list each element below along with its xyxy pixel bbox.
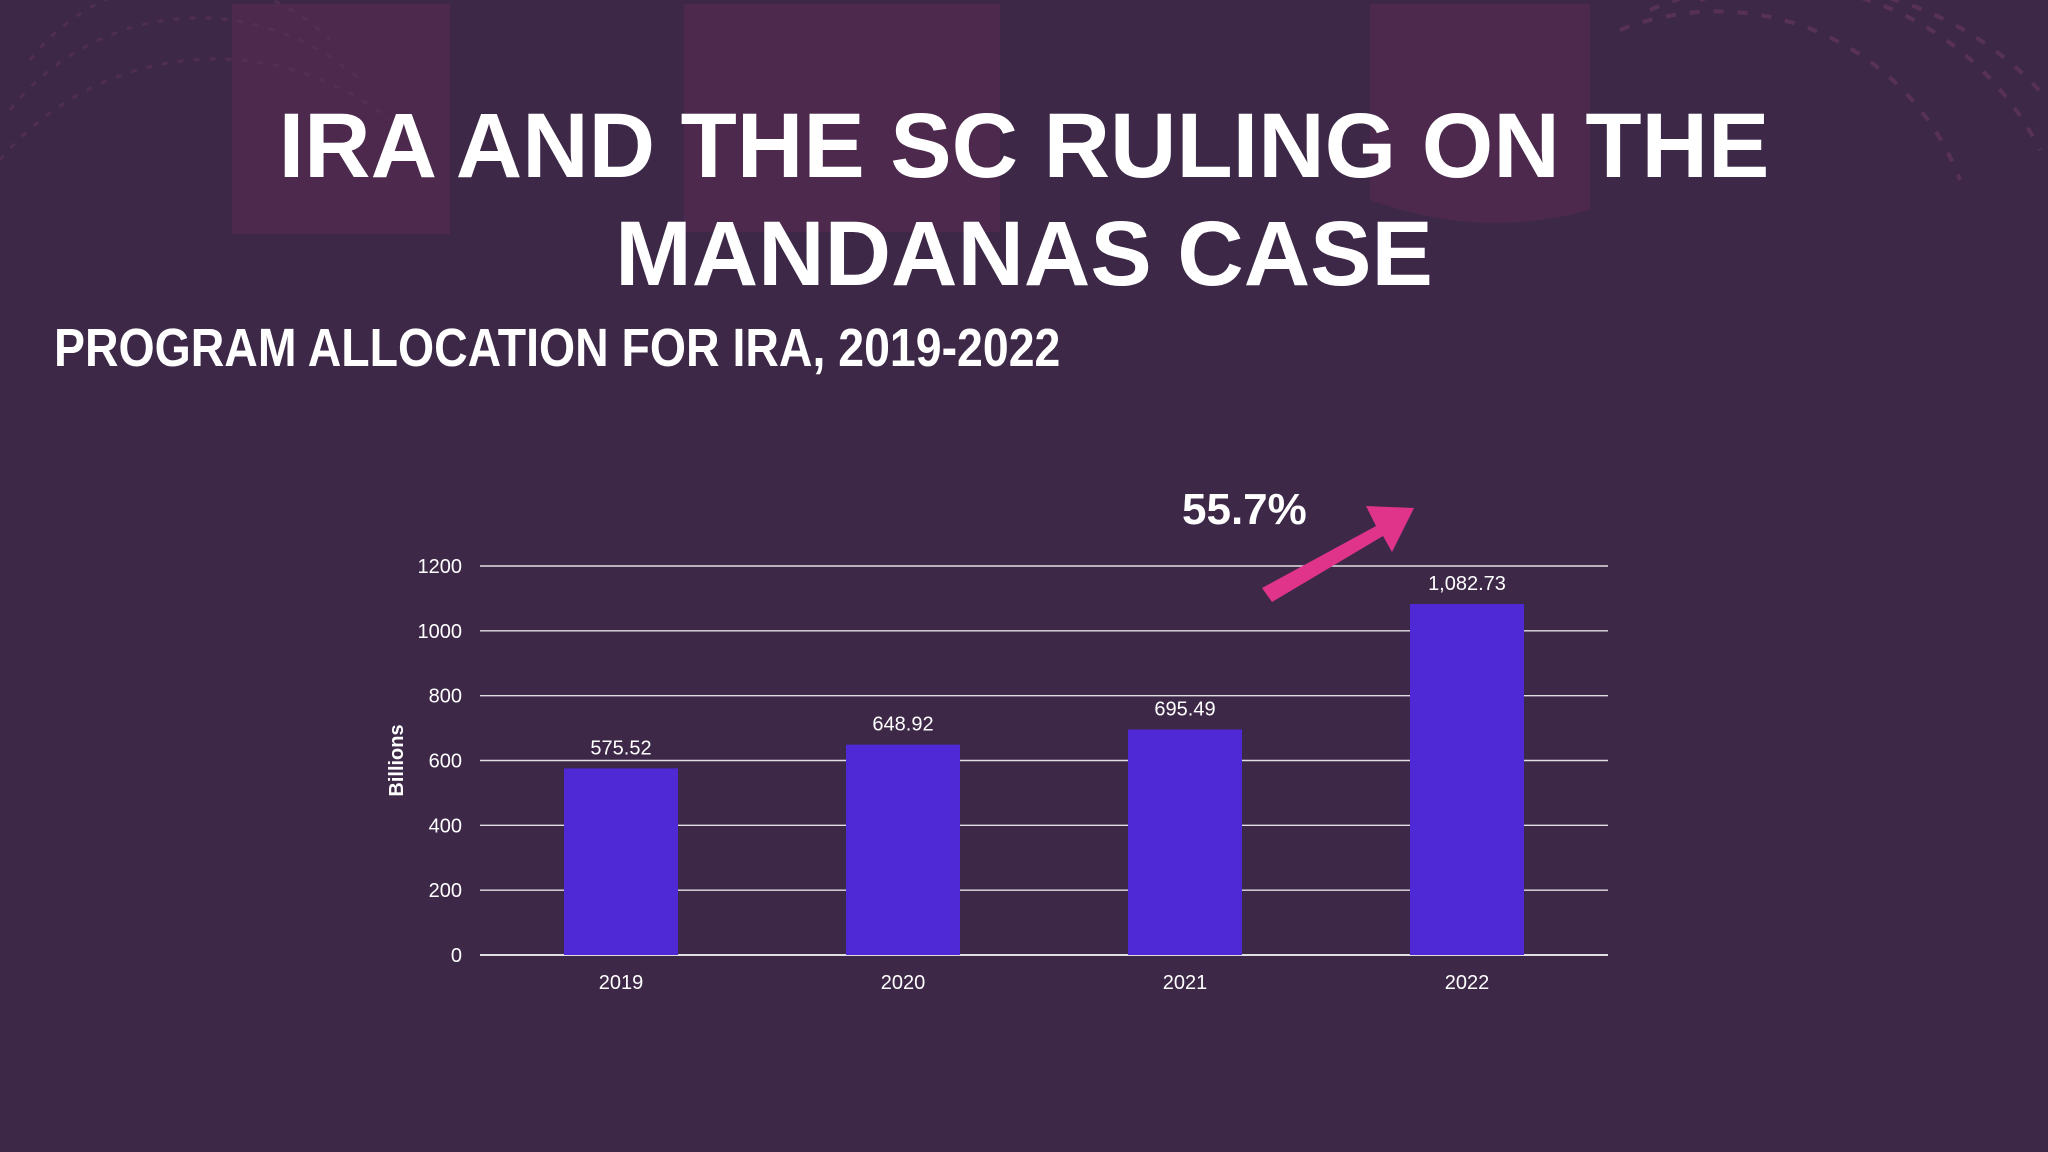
y-axis-label: Billions <box>386 724 408 796</box>
y-tick-label: 0 <box>451 945 462 967</box>
y-tick-label: 600 <box>429 751 462 773</box>
x-tick-label: 2019 <box>599 972 644 994</box>
slide-title-line-2: MANDANAS CASE <box>615 203 1433 305</box>
bar <box>1410 604 1524 955</box>
data-label: 648.92 <box>872 714 933 736</box>
bar <box>1128 729 1242 955</box>
growth-annotation: 55.7% <box>1182 485 1307 534</box>
data-label: 575.52 <box>590 737 651 759</box>
bar <box>564 768 678 955</box>
bar <box>846 744 960 955</box>
x-tick-label: 2021 <box>1163 972 1208 994</box>
x-tick-label: 2020 <box>881 972 926 994</box>
slide-title-line-1: IRA AND THE SC RULING ON THE <box>278 95 1770 197</box>
x-tick-label: 2022 <box>1445 972 1490 994</box>
y-tick-label: 800 <box>429 686 462 708</box>
data-label: 1,082.73 <box>1428 573 1506 595</box>
y-tick-label: 400 <box>429 815 462 837</box>
y-tick-label: 1000 <box>418 621 463 643</box>
slide-subtitle: PROGRAM ALLOCATION FOR IRA, 2019-2022 <box>54 318 1061 378</box>
slide-title: IRA AND THE SC RULING ON THE MANDANAS CA… <box>0 92 2048 308</box>
y-tick-label: 1200 <box>418 556 463 578</box>
growth-arrow-icon <box>1262 506 1414 602</box>
y-tick-label: 200 <box>429 880 462 902</box>
data-label: 695.49 <box>1154 699 1215 721</box>
